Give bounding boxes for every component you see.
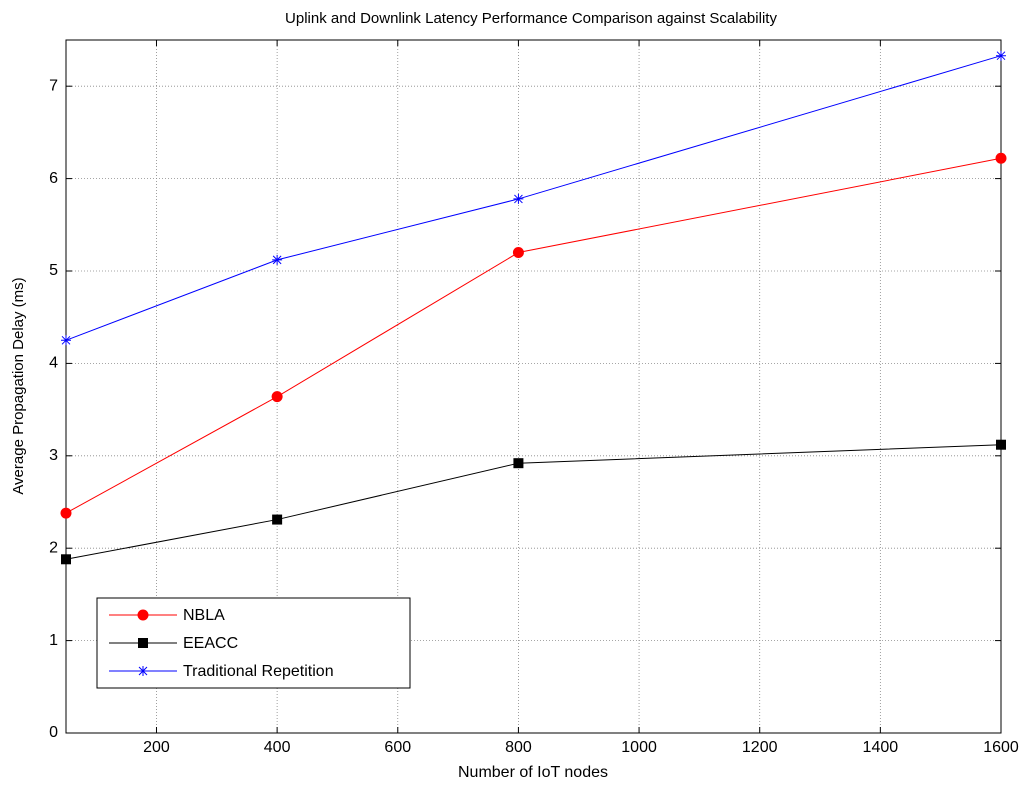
x-tick-label: 800 (505, 739, 532, 756)
marker (272, 514, 283, 525)
x-tick-label: 1200 (742, 739, 778, 756)
y-tick-label: 7 (49, 77, 58, 94)
y-tick-label: 1 (49, 632, 58, 649)
y-tick-label: 5 (49, 262, 58, 279)
x-tick-label: 1600 (983, 739, 1019, 756)
x-axis-label: Number of IoT nodes (458, 764, 608, 781)
legend-label: EEACC (183, 635, 238, 652)
x-tick-label: 1000 (621, 739, 657, 756)
legend-label: Traditional Repetition (183, 663, 334, 680)
legend-marker (137, 609, 149, 621)
series-line (65, 55, 1002, 341)
marker (60, 507, 72, 519)
y-tick-label: 6 (49, 170, 58, 187)
y-tick-label: 2 (49, 539, 58, 556)
legend-marker (138, 638, 148, 648)
x-tick-label: 200 (143, 739, 170, 756)
series-line (65, 444, 1002, 560)
series-line (65, 157, 1002, 514)
y-axis-label: Average Propagation Delay (ms) (10, 277, 27, 494)
x-tick-label: 400 (264, 739, 291, 756)
x-tick-label: 1400 (863, 739, 899, 756)
y-tick-label: 0 (49, 724, 58, 741)
legend-marker (138, 666, 148, 676)
x-tick-label: 600 (384, 739, 411, 756)
y-tick-label: 3 (49, 447, 58, 464)
plot-frame (65, 39, 1002, 734)
marker (271, 391, 283, 403)
marker (995, 152, 1007, 164)
marker (513, 458, 524, 469)
legend-label: NBLA (183, 607, 225, 624)
y-tick-label: 4 (49, 355, 58, 372)
marker (61, 335, 71, 346)
chart-title: Uplink and Downlink Latency Performance … (285, 10, 777, 27)
marker (272, 254, 283, 265)
marker (996, 439, 1006, 450)
marker (513, 193, 524, 204)
marker (512, 247, 524, 259)
marker (996, 50, 1006, 61)
marker (61, 554, 71, 565)
